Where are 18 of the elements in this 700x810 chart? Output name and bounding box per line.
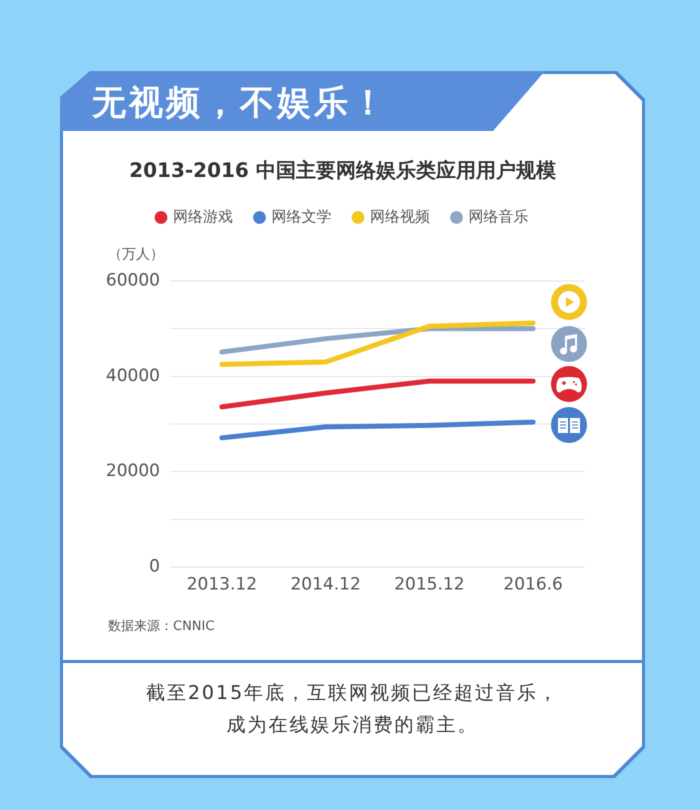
x-tick-label: 2016.6 bbox=[503, 574, 563, 595]
y-tick-label: 20000 bbox=[106, 461, 160, 482]
legend-label: 网络文学 bbox=[272, 207, 332, 226]
y-tick-label: 60000 bbox=[106, 270, 160, 290]
legend-label: 网络视频 bbox=[370, 207, 430, 226]
source-note: 数据来源：CNNIC bbox=[108, 618, 214, 636]
chart-title: 无视频，不娱乐！ bbox=[92, 82, 388, 124]
y-axis-title: （万人） bbox=[108, 246, 164, 263]
x-tick-label: 2014.12 bbox=[290, 574, 361, 595]
text: 成为在线娱乐消费的霸主。 bbox=[226, 713, 480, 738]
text: 截至2015年底，互联网视频已经超过音乐， bbox=[144, 681, 560, 706]
chart-subtitle: 2013-2016 中国主要网络娱乐类应用用户规模 bbox=[129, 158, 556, 182]
y-tick-label: 0 bbox=[149, 556, 160, 576]
x-tick-label: 2015.12 bbox=[394, 574, 465, 595]
x-tick-label: 2013.12 bbox=[186, 574, 258, 595]
legend-label: 网络音乐 bbox=[468, 207, 528, 226]
y-tick-label: 40000 bbox=[106, 366, 160, 386]
legend-label: 网络游戏 bbox=[173, 207, 233, 226]
